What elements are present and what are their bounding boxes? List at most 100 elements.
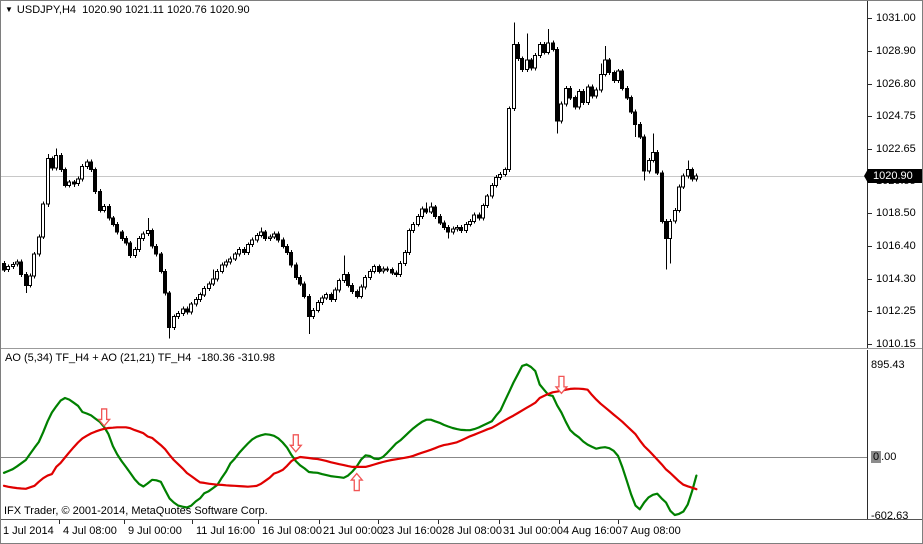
candle-body [403, 252, 407, 264]
candle-body [577, 91, 581, 108]
candle-body [407, 230, 411, 254]
candle-body [15, 261, 19, 265]
candle-body [194, 298, 198, 305]
candle-body [124, 238, 128, 244]
candle-body [581, 91, 585, 103]
price-tick-label: 1026.80 [876, 78, 916, 90]
ohlc-readout: 1020.90 1021.11 1020.76 1020.90 [82, 4, 250, 16]
panel-splitter[interactable] [1, 348, 922, 349]
candle-body [207, 283, 211, 289]
candle-body [281, 239, 285, 247]
candle-body [24, 273, 28, 286]
candle-body [89, 161, 93, 171]
candle-body [37, 236, 41, 255]
panel-splitter-highlight [1, 349, 922, 350]
candle-body [93, 169, 97, 193]
candle-body [455, 227, 459, 230]
candle-body [141, 233, 145, 240]
candle-body [263, 231, 267, 239]
candle-body [503, 169, 507, 175]
time-tick-label: 23 Jul 16:00 [382, 525, 442, 537]
candle-body [85, 161, 89, 168]
time-tick-mark [319, 520, 320, 524]
candle-body [76, 178, 80, 185]
candle-body [246, 244, 250, 253]
candle-body [607, 59, 611, 74]
candle-body [285, 245, 289, 254]
candle-body [459, 227, 463, 232]
candle-body [616, 70, 620, 82]
candle-body [533, 55, 537, 69]
candle-body [211, 278, 215, 285]
price-box-notch [864, 169, 868, 183]
candle-body [307, 295, 311, 318]
symbol-label: USDJPY,H4 [16, 4, 77, 16]
candle-body [411, 223, 415, 232]
candle-body [276, 233, 280, 241]
candle-body [342, 273, 346, 282]
candle-body [250, 239, 254, 246]
candle-body [98, 191, 102, 211]
candle-body [398, 263, 402, 275]
candle-body [311, 309, 315, 318]
ao-indicator-canvas[interactable] [1, 350, 867, 519]
candle-body [268, 236, 272, 239]
candle-body [673, 209, 677, 222]
candle-body [198, 294, 202, 300]
candle-body [520, 58, 524, 71]
candle-body [67, 181, 71, 186]
ao-slow-line [2, 387, 698, 491]
candle-body [529, 59, 533, 69]
candle-body [594, 89, 598, 97]
candle-body [220, 264, 224, 272]
candle-body [150, 230, 154, 247]
candle-body [599, 73, 603, 91]
candle-body [272, 233, 276, 238]
candle-body [80, 166, 84, 180]
sell-arrow-icon [288, 434, 303, 453]
candle-body [120, 231, 124, 239]
candle-body [629, 97, 633, 113]
time-tick-mark [618, 520, 619, 524]
candle-body [590, 86, 594, 97]
candle-body [433, 206, 437, 218]
candle-body [237, 248, 241, 255]
candle-body [542, 44, 546, 53]
candle-body [686, 169, 690, 177]
candle-body [385, 268, 389, 271]
candle-body [442, 222, 446, 229]
candle-body [242, 248, 246, 253]
time-tick-label: 4 Aug 16:00 [563, 525, 622, 537]
candle-body [451, 228, 455, 233]
candle-body [586, 86, 590, 103]
candle-body [181, 308, 185, 314]
price-tick-label: 1016.40 [876, 240, 916, 252]
candle-body [46, 158, 50, 205]
candle-body [363, 277, 367, 288]
candle-body [438, 216, 442, 224]
copyright-text: IFX Trader, © 2001-2014, MetaQuotes Soft… [4, 505, 268, 517]
candle-body [19, 261, 23, 275]
time-tick-mark [192, 520, 193, 524]
candle-body [424, 208, 428, 213]
candle-body [172, 316, 176, 329]
main-chart-canvas[interactable] [1, 1, 867, 348]
candle-body [555, 48, 559, 122]
candle-body [564, 87, 568, 105]
price-tick-mark [868, 51, 872, 52]
chevron-down-icon[interactable]: ▼ [5, 5, 13, 14]
candle-body [115, 223, 119, 233]
candle-body [294, 264, 298, 278]
candle-body [668, 220, 672, 240]
candle-body [167, 292, 171, 329]
candle-body [185, 308, 189, 313]
candle-body [625, 87, 629, 99]
price-tick-label: 1012.25 [876, 305, 916, 317]
sell-arrow-icon [97, 408, 112, 427]
candle-body [298, 277, 302, 285]
price-tick-label: 1010.15 [876, 338, 916, 350]
candle-body [255, 234, 259, 241]
price-tick-mark [868, 149, 872, 150]
time-tick-label: 9 Jul 00:00 [128, 525, 182, 537]
